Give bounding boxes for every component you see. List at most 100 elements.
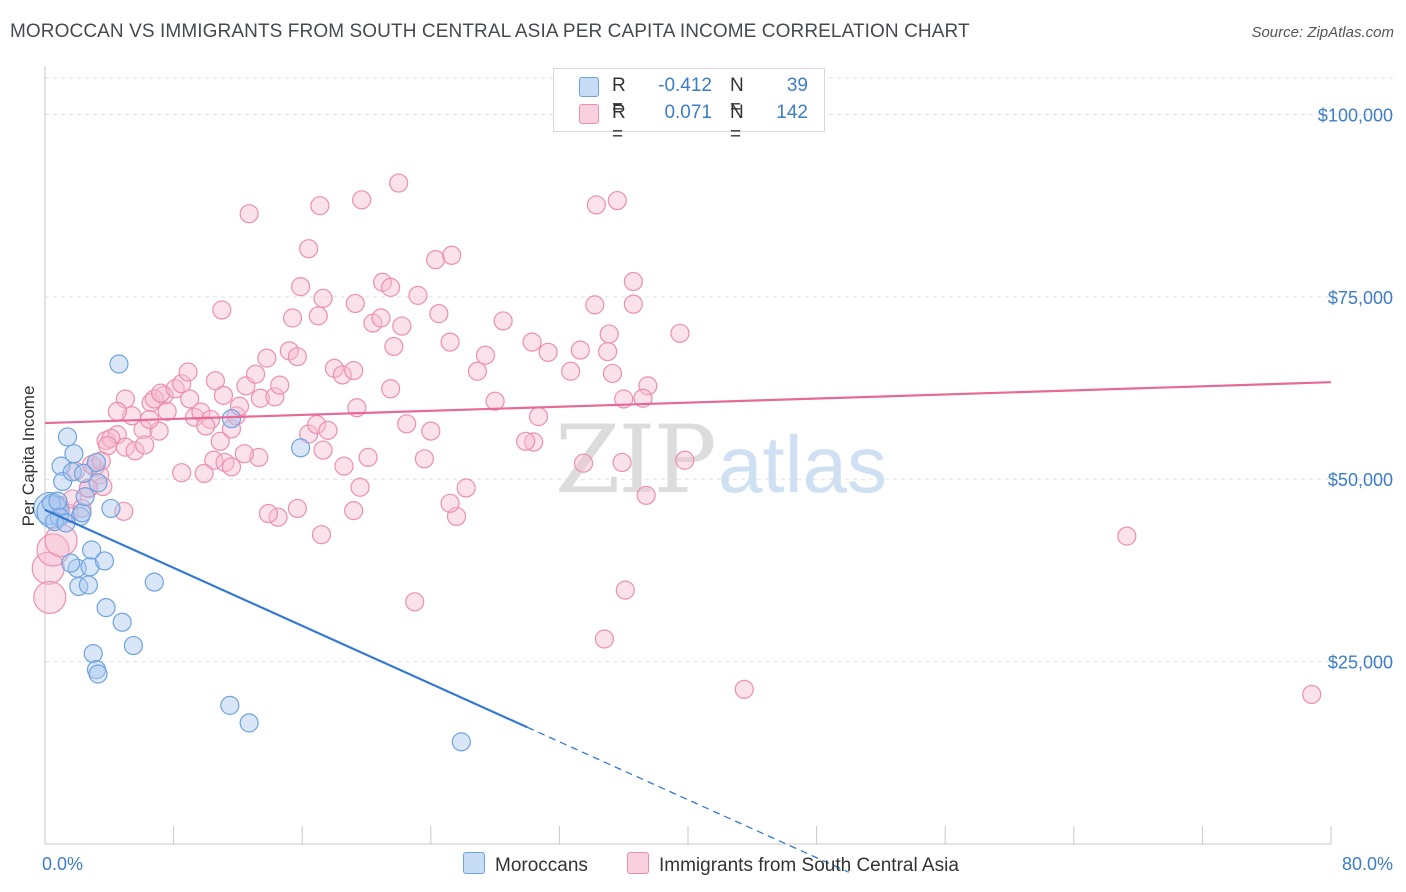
legend-swatch-immigrants [627, 852, 649, 874]
data-point [371, 308, 391, 328]
data-point [451, 732, 471, 752]
legend-item-immigrants: Immigrants from South Central Asia [627, 852, 959, 877]
data-point [96, 598, 116, 618]
data-point [196, 416, 216, 436]
data-point [249, 447, 269, 467]
data-point [94, 551, 115, 571]
legend-swatch-immigrants [579, 104, 599, 124]
data-point [57, 427, 78, 447]
data-point [180, 389, 200, 409]
legend-item-moroccans: Moroccans [463, 852, 588, 877]
data-point [123, 635, 144, 656]
data-point [358, 447, 378, 467]
trend-line-immigrants [44, 381, 1332, 425]
data-point [442, 245, 462, 265]
r-value: -0.412 [658, 75, 712, 96]
data-point [381, 277, 401, 297]
data-point [82, 540, 102, 560]
legend-swatch-moroccans [579, 77, 599, 97]
data-point [324, 358, 344, 378]
y-tick-label: $75,000 [1328, 288, 1393, 308]
data-point [344, 501, 364, 521]
data-point [332, 365, 352, 385]
data-point [493, 311, 513, 331]
r-label: R = [612, 102, 626, 145]
trend-line-moroccans-extension [526, 726, 850, 873]
trend-line-moroccans [44, 508, 528, 729]
data-point [80, 557, 100, 577]
data-point [623, 294, 643, 314]
data-point [112, 612, 132, 632]
data-point [573, 453, 594, 473]
data-point [172, 463, 192, 483]
data-point [165, 379, 185, 399]
data-point [268, 507, 288, 527]
data-point [221, 457, 242, 477]
data-point [109, 354, 129, 374]
data-point [310, 196, 330, 216]
data-point [125, 441, 145, 461]
data-point [389, 173, 409, 193]
data-point [44, 523, 78, 558]
data-point [239, 713, 259, 733]
data-point [69, 576, 89, 597]
data-point [144, 572, 164, 592]
data-point [245, 364, 266, 384]
legend-label-moroccans: Moroccans [495, 855, 588, 876]
x-tick-min: 0.0% [42, 854, 83, 874]
data-point [334, 456, 354, 476]
data-point [352, 190, 372, 210]
data-point [405, 592, 425, 612]
data-point [408, 285, 428, 305]
n-value: 39 [786, 75, 808, 96]
data-point [524, 432, 544, 452]
trend-lines [44, 381, 1332, 873]
data-point [210, 431, 230, 451]
data-point [633, 388, 653, 408]
data-point [48, 491, 68, 511]
y-axis-label: Per Capita Income [19, 386, 38, 527]
data-point [154, 385, 174, 405]
data-point [313, 288, 333, 308]
data-point [344, 360, 364, 381]
data-point [561, 361, 581, 381]
data-point [636, 485, 656, 505]
data-point [72, 498, 92, 519]
legend-label-immigrants: Immigrants from South Central Asia [659, 855, 959, 876]
data-point [270, 375, 290, 395]
watermark-zip: ZIP [555, 406, 715, 515]
data-point [212, 300, 232, 320]
data-point [72, 503, 92, 523]
data-point [528, 406, 549, 427]
data-point [602, 363, 623, 384]
y-tick-label: $25,000 [1328, 653, 1393, 673]
data-point [172, 374, 192, 394]
data-point [516, 431, 536, 451]
data-point [421, 421, 441, 441]
y-tick-labels: $25,000 $50,000 $75,000 $100,000 [1318, 105, 1393, 672]
data-point [258, 503, 279, 524]
data-point [257, 348, 277, 368]
data-point [250, 388, 271, 408]
x-tick-max: 80.0% [1342, 854, 1393, 874]
data-point [308, 306, 328, 326]
data-point [670, 323, 690, 343]
series-immigrants-points [31, 173, 1322, 705]
data-point [75, 487, 95, 507]
r-value: 0.071 [664, 102, 712, 123]
data-point [522, 332, 542, 352]
data-point [311, 525, 332, 545]
data-point [205, 371, 225, 391]
data-point [51, 456, 71, 476]
data-point [64, 444, 84, 464]
data-point [220, 695, 240, 715]
data-point [194, 463, 214, 484]
data-point [485, 391, 505, 411]
data-point [594, 629, 615, 649]
data-point [178, 362, 198, 382]
y-tick-label: $100,000 [1318, 105, 1393, 125]
data-point [290, 438, 311, 458]
data-point [397, 414, 417, 434]
data-point [598, 341, 618, 362]
